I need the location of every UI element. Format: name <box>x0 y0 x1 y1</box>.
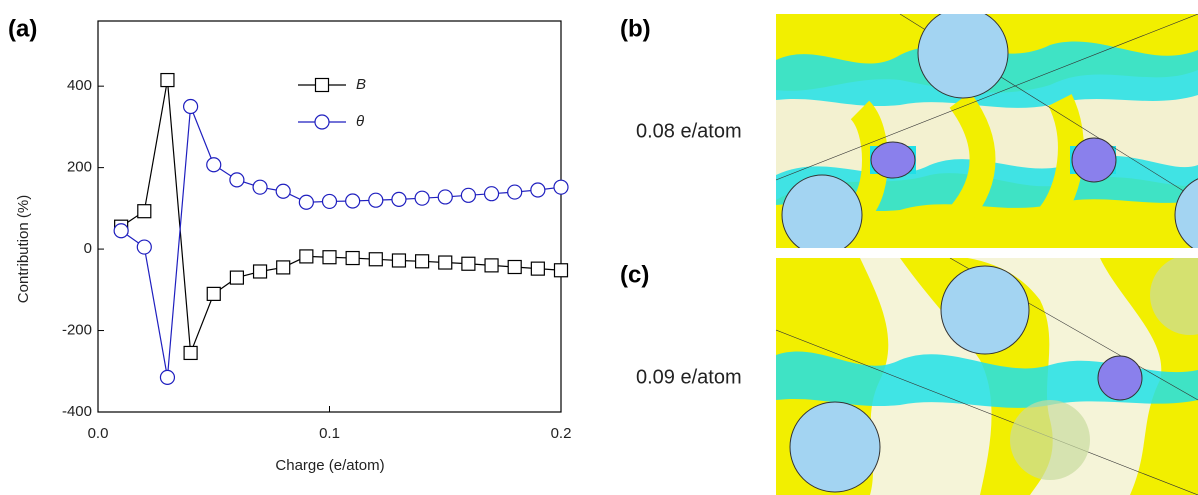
data-point <box>531 262 544 275</box>
data-point <box>207 158 221 172</box>
x-axis-label: Charge (e/atom) <box>275 457 384 474</box>
series-line <box>121 107 561 378</box>
panel-label: (a) <box>8 15 37 42</box>
data-point <box>346 252 359 265</box>
data-point <box>462 257 475 270</box>
data-point <box>461 188 475 202</box>
data-point <box>299 195 313 209</box>
data-point <box>392 254 405 267</box>
y-tick-label: -200 <box>62 322 92 339</box>
data-point <box>254 265 267 278</box>
data-point <box>439 256 452 269</box>
y-tick-label: 400 <box>67 77 92 94</box>
x-tick-label: 0.0 <box>88 425 109 442</box>
data-point <box>485 259 498 272</box>
data-point <box>160 370 174 384</box>
figure: (a) Charge (e/atom) Contribution (%) (b)… <box>0 0 1198 495</box>
y-tick-label: 0 <box>84 240 92 257</box>
data-point <box>230 271 243 284</box>
data-point <box>485 187 499 201</box>
x-tick-label: 0.2 <box>551 425 572 442</box>
density-image-c <box>776 255 1198 495</box>
legend-marker <box>316 79 329 92</box>
data-point <box>369 253 382 266</box>
x-tick-label: 0.1 <box>319 425 340 442</box>
data-point <box>438 190 452 204</box>
data-point <box>137 240 151 254</box>
data-point <box>554 180 568 194</box>
y-tick-label: 200 <box>67 159 92 176</box>
data-point <box>161 74 174 87</box>
legend-marker <box>315 115 329 129</box>
data-point <box>416 255 429 268</box>
y-axis-label: Contribution (%) <box>15 195 32 303</box>
data-point <box>323 194 337 208</box>
density-image-b <box>776 8 1198 255</box>
panel-label: (b) <box>620 15 651 42</box>
data-point <box>184 346 197 359</box>
plot: -400 -200 0 200 400 0.0 0.1 0.2 Bθ <box>62 21 571 442</box>
annotation: 0.08 e/atom <box>636 120 742 142</box>
data-point <box>531 183 545 197</box>
data-point <box>207 287 220 300</box>
data-point <box>392 192 406 206</box>
data-point <box>555 264 568 277</box>
data-point <box>138 205 151 218</box>
data-point <box>323 251 336 264</box>
data-point <box>253 180 267 194</box>
legend-label: θ <box>356 113 364 130</box>
data-point <box>508 261 521 274</box>
annotation: 0.09 e/atom <box>636 366 742 388</box>
data-point <box>415 191 429 205</box>
data-point <box>369 193 383 207</box>
data-point <box>230 173 244 187</box>
data-point <box>276 184 290 198</box>
data-point <box>508 185 522 199</box>
y-tick-label: -400 <box>62 403 92 420</box>
data-point <box>114 224 128 238</box>
data-point <box>184 100 198 114</box>
legend-label: B <box>356 76 366 93</box>
data-point <box>346 194 360 208</box>
panel-label: (c) <box>620 261 649 288</box>
data-point <box>277 261 290 274</box>
series-line <box>121 80 561 353</box>
data-point <box>300 250 313 263</box>
